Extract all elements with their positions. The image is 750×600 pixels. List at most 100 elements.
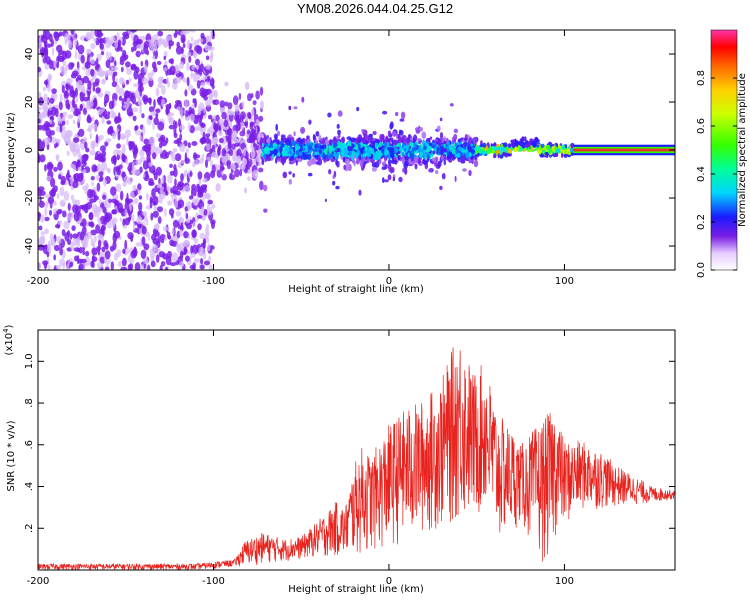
spectrogram-blob [47, 75, 51, 84]
spectrogram-blob [77, 79, 83, 88]
spectrogram-blob [183, 231, 189, 239]
y-tick-label: 1.0 [24, 353, 35, 369]
spectrogram-blob [44, 137, 51, 144]
spectrogram-blob [511, 142, 516, 149]
spectrogram-blob [384, 179, 389, 183]
spectrogram-blob [60, 180, 66, 186]
spectrogram-blob [180, 159, 185, 165]
spectrogram-blob [96, 261, 103, 270]
spectrogram-blob [179, 229, 184, 237]
spectrogram-blob [169, 262, 177, 267]
spectrogram-blob [178, 61, 185, 70]
spectrogram-blob [533, 138, 536, 143]
spectrogram-blob [219, 100, 226, 108]
spectrogram-blob [141, 225, 147, 235]
spectrogram-blob [256, 125, 261, 134]
spectrogram-blob [56, 44, 63, 53]
spectrogram-blob [331, 152, 337, 157]
spectrogram-blob [143, 138, 150, 145]
colorbar: 0.0 0.2 0.4 0.6 0.8 Normalized spectral ampl… [696, 29, 748, 278]
spectrogram-blob [195, 212, 200, 223]
y-tick-label: .8 [24, 398, 35, 408]
spectrogram-blob [148, 76, 154, 82]
spectrogram-blob [332, 174, 336, 179]
spectrogram-blob [51, 238, 56, 247]
spectrogram-blob [334, 143, 337, 148]
spectrogram-blob [89, 149, 96, 156]
spectrogram-blob [202, 251, 207, 260]
spectrogram-blob [281, 150, 286, 157]
spectrogram-blob [138, 195, 143, 200]
colorbar-ticks: 0.0 0.2 0.4 0.6 0.8 [696, 70, 737, 278]
spectrogram-blob [90, 42, 96, 50]
spectrogram-blob [103, 179, 107, 187]
spectrogram-blob [297, 155, 303, 159]
spectrogram-blob [341, 142, 347, 149]
spectrogram-blob [58, 258, 66, 266]
spectrogram-blob [61, 229, 66, 237]
spectrogram-blob [146, 192, 149, 201]
spectrogram-blob [305, 147, 309, 153]
y-tick-label: 0 [24, 147, 35, 153]
spectrogram-blob [141, 77, 149, 85]
spectrogram-blob [152, 55, 156, 60]
spectrogram-blob [175, 210, 182, 217]
spectrogram-blob [143, 259, 149, 265]
spectrogram-blob [114, 205, 118, 210]
spectrogram-blob [191, 141, 198, 146]
spectrogram-blob [249, 121, 256, 126]
spectrogram-blob [259, 180, 264, 191]
spectrogram-blob [120, 66, 124, 73]
spectrogram-blob [200, 184, 207, 191]
spectrogram-blob [192, 50, 197, 59]
spectrogram-blob [82, 136, 88, 143]
spectrogram-blob [104, 114, 110, 120]
spectrogram-blob [70, 163, 74, 169]
spectrogram-blob [50, 177, 56, 188]
spectrogram-blob [105, 266, 110, 270]
spectrogram-blob [44, 207, 48, 217]
spectrogram-blob [412, 139, 416, 143]
spectrogram-blob [392, 176, 396, 182]
spectrogram-blob [307, 153, 312, 161]
spectrogram-blob [266, 134, 269, 139]
spectrogram-blob [211, 204, 216, 209]
spectrogram-blob [92, 241, 96, 248]
spectrogram-blob [126, 192, 129, 203]
spectrogram-blob [382, 177, 385, 184]
spectrogram-blob [189, 113, 195, 122]
spectrogram-blob [125, 79, 130, 85]
spectrogram-blob [446, 145, 449, 149]
spectrogram-blob [75, 96, 79, 104]
spectrogram-blob [383, 149, 388, 157]
spectrogram-blob [115, 84, 120, 94]
spectrogram-blob [272, 143, 278, 147]
spectrogram-blob [133, 144, 138, 154]
spectrogram-blob [161, 139, 168, 147]
spectrogram-blob [166, 76, 169, 84]
spectrogram-blob [197, 109, 202, 115]
spectrogram-blob [405, 144, 410, 150]
spectrogram-blob [259, 86, 264, 96]
spectrogram-blob [56, 192, 60, 200]
spectrogram-blob [205, 55, 210, 61]
spectrogram-blob [61, 84, 65, 94]
spectrogram-blob [95, 134, 99, 144]
spectrogram-blob [148, 181, 155, 186]
spectrogram-blob [205, 159, 208, 169]
spectrogram-blob [105, 36, 111, 41]
spectrogram-blob [167, 200, 173, 206]
spectrogram-blob [90, 68, 95, 77]
spectrogram-blob [165, 266, 169, 270]
spectrogram-blob [82, 96, 89, 102]
spectrogram-blob [213, 90, 218, 99]
spectrogram-blob [202, 177, 208, 183]
spectrogram-blob [127, 165, 133, 172]
spectrogram-blob [290, 148, 293, 152]
spectrogram-blob [170, 58, 174, 65]
snr-series-line [38, 347, 675, 570]
spectrogram-blob [541, 150, 546, 154]
spectrogram-blob [234, 168, 240, 178]
spectrogram-blob [208, 255, 212, 262]
spectrogram-blob [200, 81, 206, 87]
